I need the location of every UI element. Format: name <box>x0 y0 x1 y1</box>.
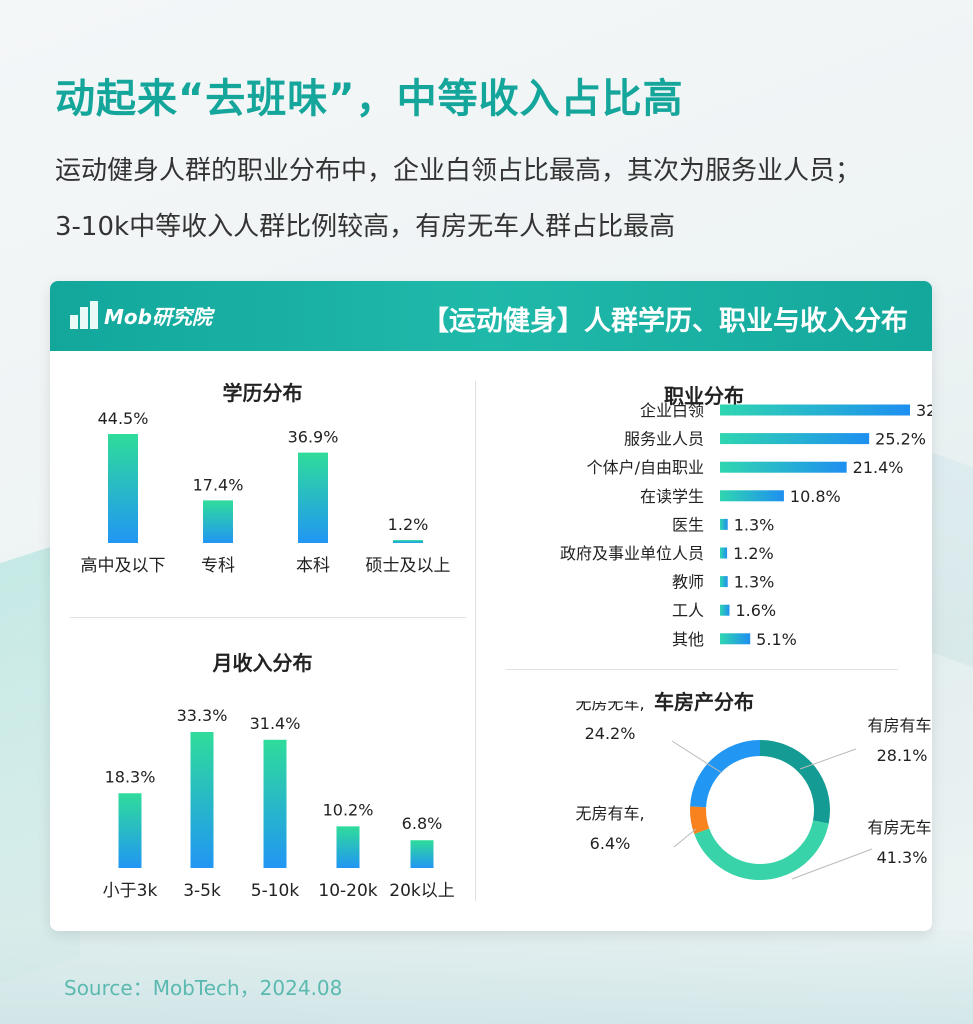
bar <box>118 793 142 868</box>
category-label: 3-5k <box>183 881 221 901</box>
background-decoration <box>0 930 973 1024</box>
education-bar-chart: 44.5% 高中及以下 17.4% 专科 36.9% 本科 1.2% 硕士及以上 <box>81 409 451 576</box>
slice-value-label: 28.1% <box>877 746 928 765</box>
bar-value-label: 1.3% <box>734 573 775 592</box>
bar-value-label: 31.4% <box>250 714 301 733</box>
bar-value-label: 21.4% <box>853 458 904 477</box>
category-label: 小于3k <box>103 881 158 901</box>
category-label: 个体户/自由职业 <box>587 458 704 477</box>
donut-slice <box>690 740 830 880</box>
bar-value-label: 18.3% <box>105 767 156 786</box>
bar <box>720 490 784 502</box>
category-label: 工人 <box>672 601 704 620</box>
bar-value-label: 36.9% <box>288 428 339 447</box>
vertical-divider <box>475 381 476 901</box>
category-label: 企业白领 <box>640 401 704 420</box>
bar <box>720 518 728 530</box>
bar-value-label: 1.2% <box>388 515 429 534</box>
category-label: 专科 <box>201 556 235 576</box>
bar <box>393 540 423 543</box>
slice-value-label: 24.2% <box>585 724 636 743</box>
horizontal-divider <box>506 669 898 670</box>
subtitle-line-2: 3-10k中等收入人群比例较高，有房无车人群占比最高 <box>55 212 676 242</box>
slice-name-label: 有房有车, <box>867 716 932 735</box>
bar-value-label: 5.1% <box>756 630 797 649</box>
bar-value-label: 32.1% <box>916 401 932 420</box>
leader-line <box>791 848 873 880</box>
bar <box>720 633 751 645</box>
category-label: 教师 <box>672 573 704 592</box>
category-label: 医生 <box>672 515 704 534</box>
bar-value-label: 1.6% <box>735 601 776 620</box>
bar-value-label: 17.4% <box>193 475 244 494</box>
slice-value-label: 6.4% <box>590 834 631 853</box>
donut-slice <box>690 740 830 880</box>
slice-name-label: 有房无车, <box>867 818 932 837</box>
bar <box>203 500 233 543</box>
assets-donut-chart: 有房有车, 28.1% 有房无车, 41.3% 无房有车, 6.4% 无房无车, 24.2% <box>575 701 932 880</box>
bar-value-label: 25.2% <box>875 430 926 449</box>
page-title: 动起来“去班味”，中等收入占比高 <box>55 76 684 122</box>
income-section-title: 月收入分布 <box>212 651 313 675</box>
bar <box>720 604 730 616</box>
income-bar-chart: 18.3% 小于3k 33.3% 3-5k 31.4% 5-10k 10.2% 10-20k 6… <box>103 706 455 901</box>
category-label: 20k以上 <box>389 881 454 901</box>
bar <box>190 732 214 868</box>
bar-value-label: 6.8% <box>402 814 443 833</box>
education-section-title: 学历分布 <box>222 381 303 405</box>
leader-line <box>671 740 723 774</box>
bar <box>263 739 287 868</box>
bar-value-label: 1.3% <box>734 515 775 534</box>
bar <box>720 404 910 416</box>
bar <box>720 576 728 588</box>
category-label: 其他 <box>672 630 704 649</box>
slice-value-label: 41.3% <box>877 848 928 867</box>
category-label: 10-20k <box>318 881 377 901</box>
mob-logo: Mob研究院 <box>70 297 212 333</box>
bar-value-label: 44.5% <box>98 409 149 428</box>
bar <box>298 452 328 543</box>
category-label: 服务业人员 <box>624 430 704 449</box>
donut-slice <box>690 740 830 880</box>
bar-value-label: 1.2% <box>733 544 774 563</box>
bar-value-label: 10.2% <box>323 800 374 819</box>
leader-line <box>799 748 857 770</box>
horizontal-divider <box>70 617 466 618</box>
slice-name-label: 无房无车, <box>575 701 644 713</box>
bar <box>410 840 434 868</box>
card-title: 【运动健身】人群学历、职业与收入分布 <box>422 306 908 337</box>
logo-icon <box>70 301 100 329</box>
bar <box>720 547 728 559</box>
bar <box>720 461 847 473</box>
category-label: 高中及以下 <box>81 556 166 576</box>
bar <box>108 434 138 543</box>
leader-line <box>673 828 697 848</box>
category-label: 政府及事业单位人员 <box>560 544 704 563</box>
bar-value-label: 10.8% <box>790 487 841 506</box>
source-note: Source：MobTech，2024.08 <box>64 976 343 1000</box>
bar-value-label: 33.3% <box>177 706 228 725</box>
logo-text: Mob研究院 <box>104 304 212 329</box>
category-label: 在读学生 <box>640 487 704 506</box>
subtitle-line-1: 运动健身人群的职业分布中，企业白领占比最高，其次为服务业人员； <box>55 156 862 186</box>
occupation-bar-chart: 企业白领 32.1% 服务业人员 25.2% 个体户/自由职业 21.4% 在读学生 10.8… <box>560 401 932 649</box>
slice-name-label: 无房有车, <box>575 804 644 823</box>
chart-card: Mob研究院 【运动健身】人群学历、职业与收入分布 学历分布 月收入分布 职业分… <box>50 281 932 931</box>
assets-section-title: 车房产分布 <box>654 690 754 714</box>
card-header: Mob研究院 【运动健身】人群学历、职业与收入分布 <box>50 281 932 351</box>
bar <box>720 433 870 445</box>
bar <box>336 826 360 868</box>
category-label: 硕士及以上 <box>366 556 451 576</box>
category-label: 5-10k <box>251 881 300 901</box>
occupation-section-title: 职业分布 <box>664 384 744 408</box>
category-label: 本科 <box>296 556 330 576</box>
